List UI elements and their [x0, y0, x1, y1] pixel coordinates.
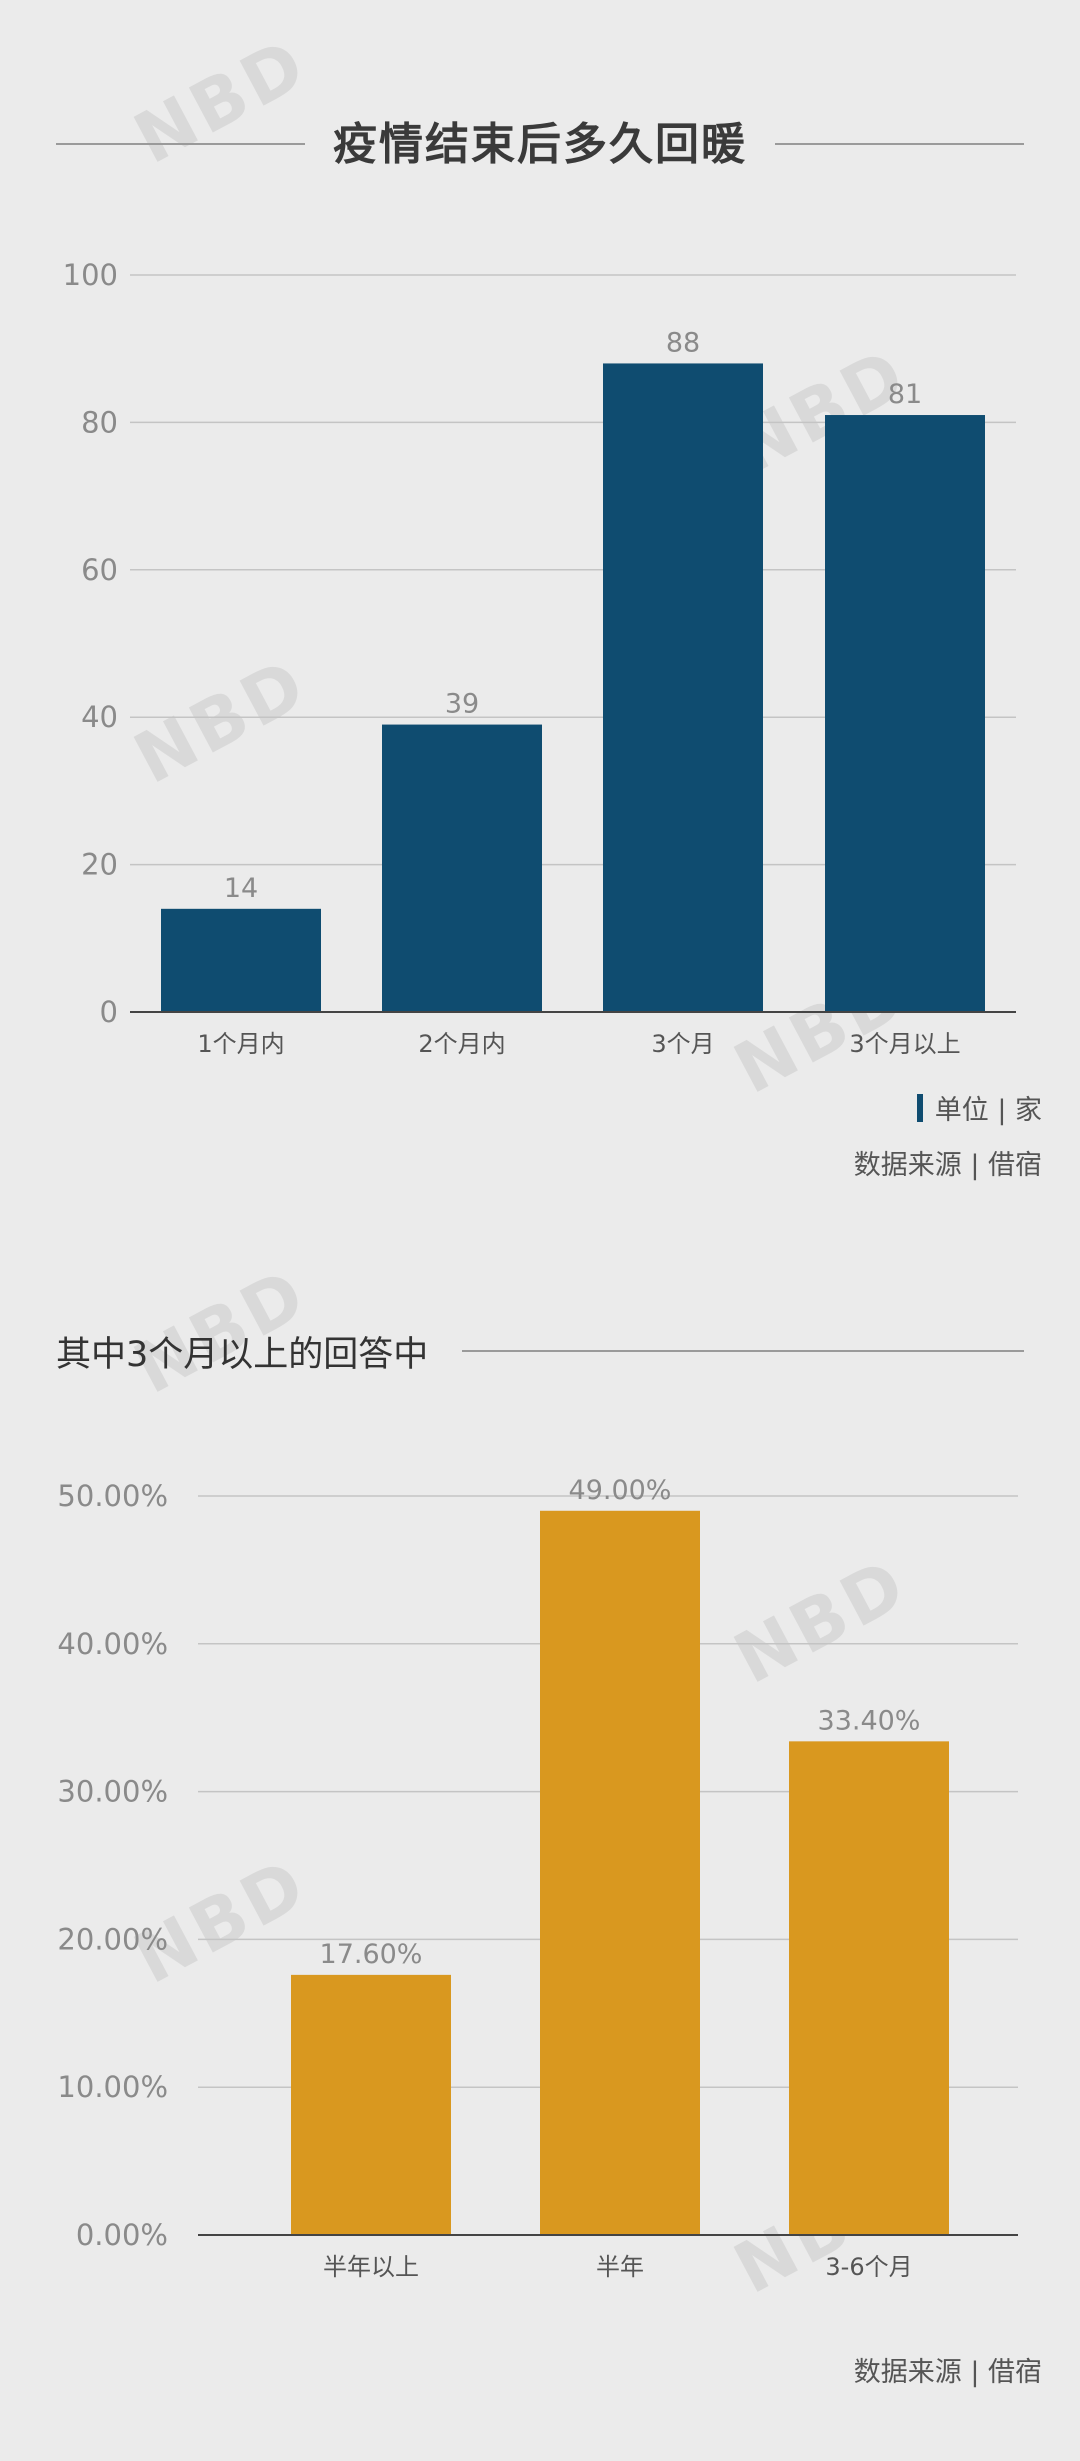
- category-label: 半年: [596, 2253, 644, 2281]
- data-label: 88: [666, 327, 700, 358]
- chart-title: 其中3个月以上的回答中: [56, 1335, 429, 1375]
- source-note: 数据来源 | 借宿: [853, 1150, 1042, 1181]
- y-tick-label: 100: [63, 258, 118, 292]
- y-tick-label: 20: [81, 848, 118, 882]
- bar: [382, 724, 542, 1012]
- data-label: 17.60%: [320, 1939, 423, 1970]
- y-tick-label: 50.00%: [57, 1479, 168, 1513]
- legend: 单位 | 家: [916, 1088, 1042, 1127]
- y-tick-label: 60: [81, 553, 118, 587]
- y-tick-label: 0.00%: [76, 2218, 168, 2252]
- source-note: 数据来源 | 借宿: [853, 2357, 1042, 2388]
- category-label: 半年以上: [323, 2253, 419, 2281]
- y-tick-label: 10.00%: [57, 2070, 168, 2104]
- chart-1: 0 20 40 60 80 100 14 1个月内 39 2个月内 88 3个月 81 3个月以上: [63, 258, 1016, 1058]
- bar: [825, 415, 985, 1012]
- y-tick-label: 20.00%: [57, 1922, 168, 1956]
- data-label: 49.00%: [569, 1475, 672, 1506]
- data-label: 14: [224, 873, 258, 904]
- bar: [603, 363, 763, 1012]
- data-label: 81: [888, 379, 922, 410]
- bar: [291, 1974, 451, 2235]
- bar: [789, 1741, 949, 2235]
- category-label: 3个月: [651, 1030, 714, 1058]
- bar: [161, 908, 321, 1012]
- chart-2: 0.00% 10.00% 20.00% 30.00% 40.00% 50.00% 17.60…: [57, 1475, 1018, 2281]
- legend-swatch: [916, 1093, 923, 1122]
- bar: [540, 1510, 700, 2235]
- category-label: 1个月内: [197, 1030, 284, 1058]
- y-tick-label: 40.00%: [57, 1627, 168, 1661]
- title-rule: [462, 1350, 1024, 1352]
- y-tick-label: 30.00%: [57, 1775, 168, 1809]
- category-label: 3-6个月: [825, 2253, 912, 2281]
- category-label: 2个月内: [418, 1030, 505, 1058]
- y-tick-label: 40: [81, 700, 118, 734]
- chart-title: 疫情结束后多久回暖: [0, 108, 1080, 172]
- y-tick-label: 0: [100, 995, 118, 1029]
- category-label: 3个月以上: [849, 1030, 960, 1058]
- y-tick-label: 80: [81, 405, 118, 439]
- data-label: 39: [445, 689, 479, 720]
- legend-label: 单位 | 家: [934, 1095, 1042, 1126]
- data-label: 33.40%: [818, 1705, 921, 1736]
